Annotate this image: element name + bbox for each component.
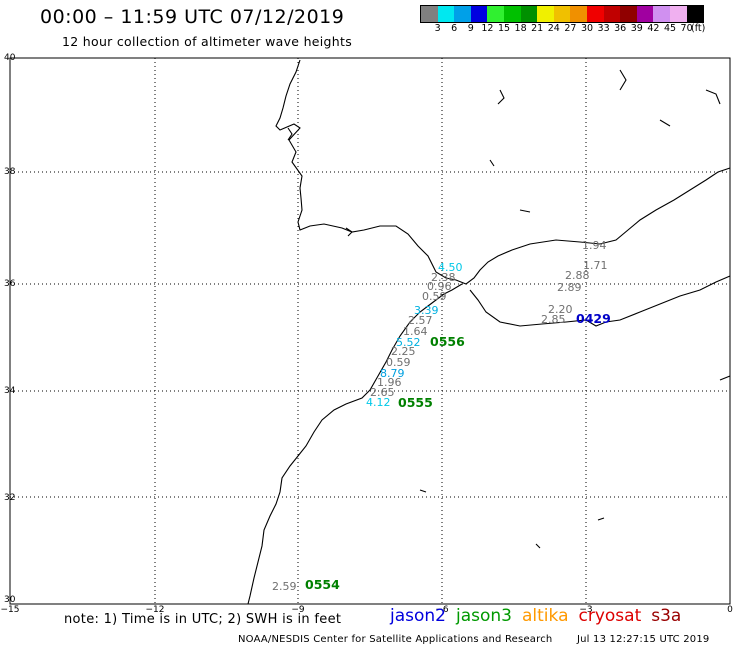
color-scale-label: 18 bbox=[514, 23, 527, 34]
wave-height-label: 1.94 bbox=[582, 239, 607, 252]
latitude-label: 38 bbox=[4, 167, 16, 177]
wave-height-label: 2.65 bbox=[370, 386, 395, 399]
longitude-label: −15 bbox=[1, 605, 20, 615]
color-swatch bbox=[421, 6, 438, 22]
satellite-legend-item: s3a bbox=[651, 606, 682, 626]
latitude-label: 36 bbox=[4, 279, 16, 289]
color-swatch bbox=[437, 6, 455, 22]
wave-height-label: 2.89 bbox=[557, 281, 582, 294]
wave-height-label: 1.71 bbox=[583, 259, 608, 272]
color-swatch bbox=[553, 6, 571, 22]
satellite-legend-item: jason3 bbox=[456, 606, 512, 626]
longitude-label: −6 bbox=[435, 605, 449, 615]
wave-height-label: 2.57 bbox=[408, 314, 433, 327]
wave-height-label: 2.38 bbox=[431, 271, 456, 284]
color-scale-label: 45 bbox=[663, 23, 677, 34]
color-swatch bbox=[686, 6, 704, 22]
color-scale-unit: (ft) bbox=[691, 23, 706, 34]
satellite-pass-labels: 0556 0555 0429 0554 bbox=[305, 311, 611, 592]
latitude-label: 32 bbox=[4, 493, 15, 503]
footnote: note: 1) Time is in UTC; 2) SWH is in fe… bbox=[64, 612, 342, 627]
color-swatch bbox=[537, 6, 554, 22]
wave-height-label: 1.64 bbox=[403, 325, 428, 338]
pass-time-label: 0556 bbox=[430, 334, 465, 349]
color-scale-label: 70 bbox=[680, 23, 693, 34]
color-swatch bbox=[636, 6, 654, 22]
map-subtitle: 12 hour collection of altimeter wave hei… bbox=[62, 34, 353, 49]
color-scale-label: 6 bbox=[451, 23, 458, 34]
color-swatch bbox=[603, 6, 621, 22]
color-scale-label: 12 bbox=[481, 23, 494, 34]
satellite-legend-item: jason2 bbox=[390, 606, 446, 626]
latitude-label: 34 bbox=[4, 386, 16, 396]
wave-height-label: 3.39 bbox=[414, 304, 439, 317]
color-scale-label: 36 bbox=[614, 23, 627, 34]
wave-height-label: 8.79 bbox=[380, 367, 405, 380]
wave-height-label: 0.59 bbox=[386, 356, 411, 369]
color-swatch bbox=[454, 6, 471, 22]
latitude-label: 30 bbox=[4, 595, 16, 605]
color-scale-label: 9 bbox=[467, 23, 474, 34]
color-swatch bbox=[570, 6, 587, 22]
wave-height-observations: 4.502.380.960.593.392.571.645.522.250.59… bbox=[272, 239, 608, 593]
longitude-label: 0 bbox=[727, 605, 733, 615]
color-scale-label: 24 bbox=[547, 23, 560, 34]
color-swatch bbox=[503, 6, 521, 22]
wave-height-label: 2.88 bbox=[565, 269, 590, 282]
color-swatch bbox=[470, 6, 488, 22]
satellite-legend: jason2 jason3 altika cryosat s3a bbox=[390, 606, 691, 626]
wave-height-label: 1.96 bbox=[377, 376, 402, 389]
wave-height-label: 5.52 bbox=[396, 336, 421, 349]
latitude-labels: 40 38 36 34 32 30 bbox=[4, 53, 16, 605]
wave-height-label: 4.12 bbox=[366, 396, 391, 409]
color-swatch bbox=[586, 6, 604, 22]
color-scale-label: 42 bbox=[647, 23, 660, 34]
credit-line: NOAA/NESDIS Center for Satellite Applica… bbox=[238, 634, 553, 645]
pass-time-label: 0429 bbox=[576, 311, 611, 326]
satellite-legend-item: altika bbox=[522, 606, 569, 626]
map-title: 00:00 – 11:59 UTC 07/12/2019 bbox=[40, 6, 345, 28]
longitude-label: −3 bbox=[579, 605, 592, 615]
color-scale-labels: 3 6 9 12 15 18 21 24 27 30 33 36 39 42 45 70 (ft) bbox=[420, 23, 740, 35]
color-scale-label: 39 bbox=[630, 23, 643, 34]
color-swatch bbox=[653, 6, 670, 22]
pass-time-label: 0554 bbox=[305, 577, 340, 592]
color-swatch bbox=[669, 6, 687, 22]
color-scale-label: 3 bbox=[434, 23, 441, 34]
longitude-labels: −15 −12 −9 −6 −3 0 bbox=[1, 605, 734, 615]
wave-height-label: 2.20 bbox=[548, 303, 573, 316]
color-scale-label: 21 bbox=[531, 23, 544, 34]
latitude-label: 40 bbox=[4, 53, 16, 63]
coastline bbox=[247, 59, 731, 605]
color-scale-label: 33 bbox=[597, 23, 610, 34]
longitude-label: −9 bbox=[291, 605, 305, 615]
wave-height-label: 2.59 bbox=[272, 580, 297, 593]
color-swatch bbox=[620, 6, 637, 22]
wave-height-label: 0.59 bbox=[422, 290, 447, 303]
generation-timestamp: Jul 13 12:27:15 UTC 2019 bbox=[577, 634, 710, 645]
color-swatch bbox=[520, 6, 538, 22]
color-swatch bbox=[487, 6, 504, 22]
wave-height-label: 0.96 bbox=[427, 280, 452, 293]
graticule bbox=[10, 58, 730, 604]
color-scale-bar bbox=[420, 5, 705, 23]
color-scale-label: 30 bbox=[580, 23, 594, 34]
map-frame bbox=[9, 57, 731, 605]
longitude-label: −12 bbox=[146, 605, 165, 615]
wave-height-label: 2.25 bbox=[391, 345, 416, 358]
color-scale-label: 15 bbox=[497, 23, 511, 34]
satellite-legend-item: cryosat bbox=[578, 606, 642, 626]
wave-height-label: 4.50 bbox=[438, 261, 463, 274]
pass-time-label: 0555 bbox=[398, 395, 433, 410]
color-scale-label: 27 bbox=[564, 23, 577, 34]
wave-height-label: 2.85 bbox=[541, 313, 566, 326]
